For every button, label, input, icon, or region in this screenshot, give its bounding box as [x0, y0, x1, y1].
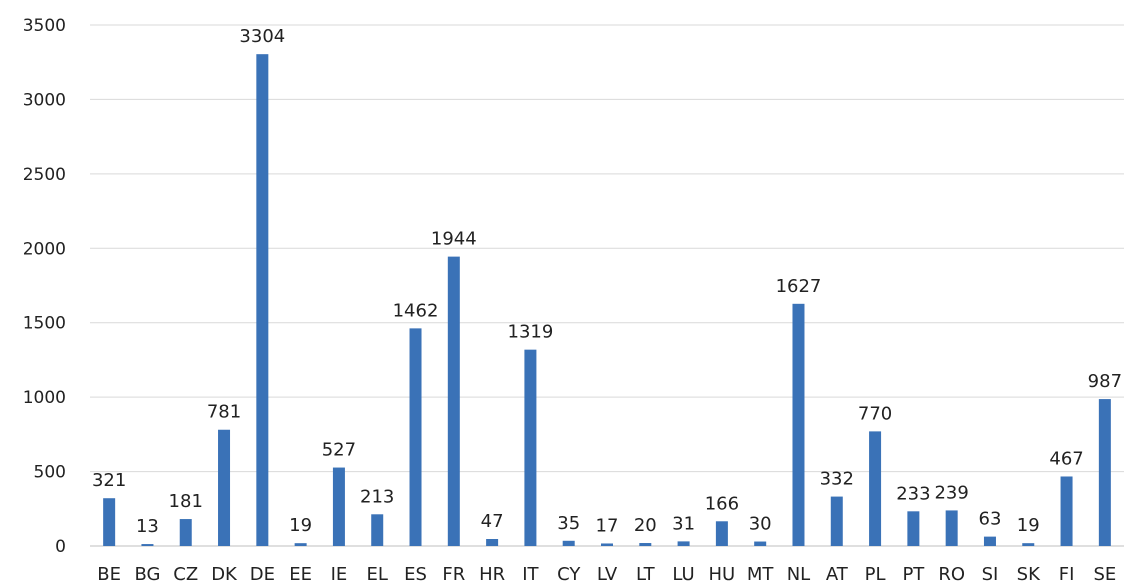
x-tick-PT: PT: [902, 564, 925, 585]
data-label-HU: 166: [705, 493, 739, 514]
x-tick-CZ: CZ: [173, 564, 198, 585]
data-label-RO: 239: [934, 482, 968, 503]
data-label-BE: 321: [92, 470, 126, 491]
data-label-PL: 770: [858, 403, 892, 424]
data-label-DE: 3304: [239, 26, 285, 47]
data-label-EL: 213: [360, 486, 394, 507]
y-tick-label: 2000: [23, 239, 66, 259]
x-tick-MT: MT: [747, 564, 775, 585]
x-tick-FI: FI: [1059, 564, 1075, 585]
bar-CY: [562, 540, 575, 546]
x-tick-AT: AT: [826, 564, 849, 585]
bar-SK: [1022, 543, 1035, 546]
bar-SI: [983, 536, 996, 546]
x-tick-EL: EL: [367, 564, 388, 585]
x-tick-BG: BG: [134, 564, 160, 585]
x-tick-NL: NL: [787, 564, 811, 585]
gridlines: [90, 24, 1124, 547]
data-label-SK: 19: [1017, 515, 1040, 536]
bar-EL: [371, 514, 384, 546]
bars: [103, 54, 1111, 547]
bar-EE: [294, 543, 307, 546]
data-label-LV: 17: [596, 515, 619, 536]
data-label-LU: 31: [672, 513, 695, 534]
bar-LV: [601, 543, 613, 546]
x-tick-HU: HU: [709, 564, 736, 585]
data-label-CZ: 181: [169, 491, 203, 512]
data-label-MT: 30: [749, 514, 772, 535]
x-tick-DE: DE: [250, 564, 275, 585]
bar-BE: [103, 498, 116, 546]
x-tick-LU: LU: [672, 564, 694, 585]
x-axis-ticks: BE BG CZ DK DE EE IE EL ES FR HR IT CY LV LT LU HU MT NL AT…: [97, 564, 1116, 585]
bar-PL: [869, 431, 882, 546]
data-label-DK: 781: [207, 402, 241, 423]
data-label-EE: 19: [289, 515, 312, 536]
data-label-FR: 1944: [431, 229, 477, 250]
bar-DK: [218, 429, 231, 546]
data-label-NL: 1627: [776, 276, 822, 297]
x-tick-EE: EE: [289, 564, 312, 585]
x-tick-ES: ES: [404, 564, 427, 585]
bar-HU: [715, 521, 728, 546]
x-tick-LV: LV: [597, 564, 618, 585]
data-label-CY: 35: [557, 513, 580, 534]
data-labels: 321 13 181 781 3304 19 527 213 1462 1944 47 1319 35 1…: [92, 26, 1122, 537]
x-tick-DK: DK: [211, 564, 238, 585]
data-label-IT: 1319: [508, 322, 554, 343]
bar-PT: [907, 511, 920, 546]
data-label-SE: 987: [1088, 371, 1122, 392]
data-label-SI: 63: [979, 509, 1002, 530]
bar-HR: [486, 539, 499, 546]
data-label-PT: 233: [896, 483, 930, 504]
x-tick-RO: RO: [938, 564, 965, 585]
data-label-FI: 467: [1049, 448, 1083, 469]
x-tick-LT: LT: [636, 564, 656, 585]
bar-MT: [754, 541, 767, 546]
x-tick-PL: PL: [865, 564, 886, 585]
x-tick-IT: IT: [522, 564, 539, 585]
bar-IT: [524, 349, 537, 546]
bar-IE: [332, 467, 345, 546]
x-tick-HR: HR: [479, 564, 505, 585]
x-tick-CY: CY: [557, 564, 581, 585]
bar-SE: [1098, 399, 1111, 546]
bar-CZ: [179, 519, 192, 546]
bar-RO: [945, 510, 958, 546]
bar-AT: [830, 496, 843, 546]
data-label-ES: 1462: [393, 300, 439, 321]
x-tick-FR: FR: [442, 564, 465, 585]
y-tick-label: 3500: [23, 16, 66, 36]
y-tick-label: 500: [34, 463, 66, 483]
data-label-LT: 20: [634, 515, 657, 536]
data-label-AT: 332: [820, 469, 854, 490]
y-tick-label: 1000: [23, 388, 66, 408]
bar-LU: [677, 541, 690, 546]
data-label-HR: 47: [481, 511, 504, 532]
bar-BG: [141, 544, 154, 546]
bar-FR: [447, 256, 460, 546]
data-label-IE: 527: [322, 440, 356, 461]
x-tick-SI: SI: [982, 564, 999, 585]
y-tick-label: 3000: [23, 90, 66, 110]
bar-NL: [792, 303, 805, 546]
bar-LT: [639, 543, 652, 546]
y-tick-label: 1500: [23, 314, 66, 334]
x-tick-SE: SE: [1093, 564, 1116, 585]
x-tick-IE: IE: [331, 564, 348, 585]
bar-FI: [1060, 476, 1073, 546]
x-tick-SK: SK: [1017, 564, 1041, 585]
bar-ES: [409, 328, 422, 546]
y-axis-ticks: 0 500 1000 1500 2000 2500 3000 3500: [23, 16, 66, 557]
bar-DE: [256, 54, 269, 547]
data-label-BG: 13: [136, 516, 159, 537]
y-tick-label: 2500: [23, 165, 66, 185]
y-tick-label: 0: [55, 537, 66, 557]
x-tick-BE: BE: [97, 564, 121, 585]
